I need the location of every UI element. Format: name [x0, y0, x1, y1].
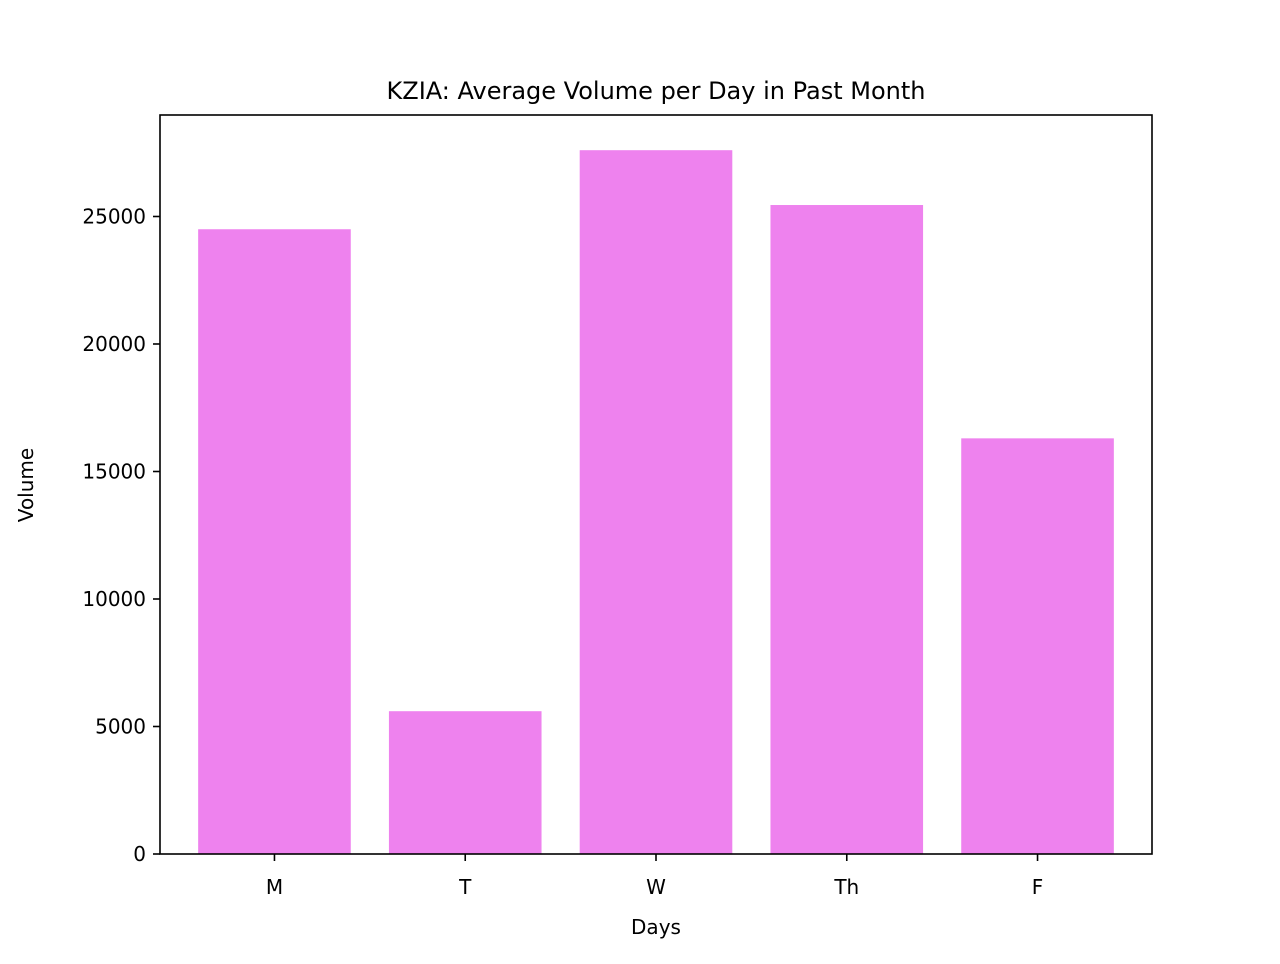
- bar-th: [770, 205, 924, 854]
- x-tick-label: T: [458, 875, 472, 899]
- x-tick-label: Th: [833, 875, 859, 899]
- y-axis-label: Volume: [14, 448, 38, 522]
- y-tick-label: 25000: [82, 204, 146, 228]
- y-tick-label: 20000: [82, 332, 146, 356]
- y-tick-label: 0: [133, 842, 146, 866]
- y-tick-label: 15000: [82, 459, 146, 483]
- bar-m: [198, 229, 351, 854]
- chart-title: KZIA: Average Volume per Day in Past Mon…: [387, 77, 926, 105]
- bar-t: [388, 711, 542, 854]
- x-tick-label: M: [266, 875, 283, 899]
- y-axis-ticks: 0 5000 10000 15000 20000 25000: [82, 204, 160, 866]
- y-tick-label: 10000: [82, 587, 146, 611]
- y-tick-label: 5000: [95, 714, 146, 738]
- bars-layer: [198, 150, 1114, 854]
- x-axis-ticks: M T W Th F: [266, 854, 1043, 899]
- bar-f: [961, 438, 1114, 854]
- x-tick-label: F: [1032, 875, 1044, 899]
- x-tick-label: W: [646, 875, 666, 899]
- x-axis-label: Days: [631, 915, 681, 939]
- bar-w: [579, 150, 733, 854]
- plot-frame: [159, 114, 1153, 855]
